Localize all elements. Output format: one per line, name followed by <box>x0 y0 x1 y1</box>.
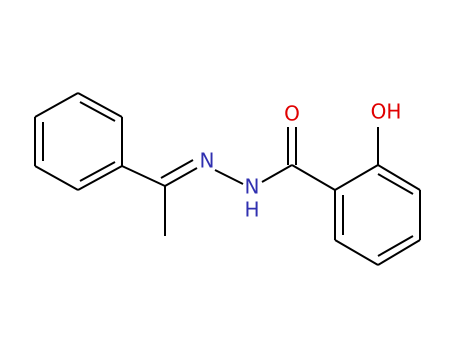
bond <box>377 173 414 195</box>
bond <box>164 167 198 187</box>
bond <box>79 161 116 182</box>
bond <box>77 92 123 118</box>
bond <box>334 239 379 266</box>
bond <box>34 92 79 118</box>
atom-label: O <box>284 102 300 126</box>
bond <box>160 159 194 179</box>
atom-label: N <box>200 149 215 173</box>
bond <box>214 169 244 185</box>
bond <box>261 164 293 183</box>
bond <box>377 164 421 191</box>
atom-label: H <box>244 198 259 222</box>
bond <box>291 164 336 191</box>
bond <box>334 164 379 191</box>
bond <box>79 101 116 122</box>
bond <box>377 235 414 257</box>
bond <box>377 239 421 266</box>
bond <box>121 165 166 187</box>
atom-label: N <box>245 175 260 199</box>
atom-label: OH <box>371 100 402 124</box>
bonds <box>34 92 421 266</box>
bond <box>34 165 79 191</box>
bond <box>77 165 123 191</box>
